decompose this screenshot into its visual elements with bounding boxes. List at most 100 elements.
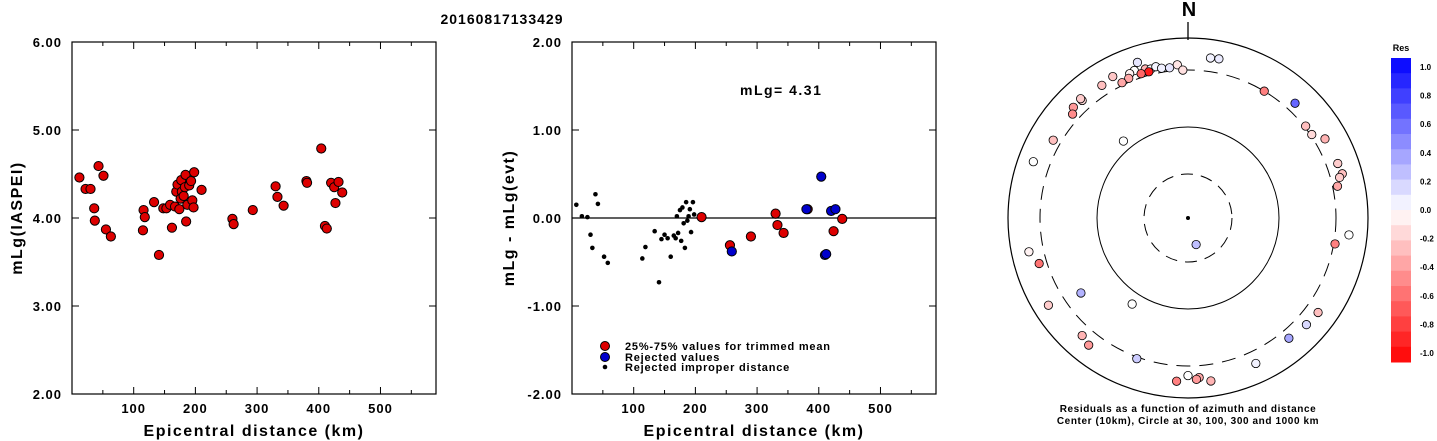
colorbar-cell — [1391, 88, 1411, 105]
plot2-y-tick-label: 1.00 — [533, 123, 562, 138]
plot2-rejected-point — [726, 246, 737, 257]
plot1-point — [100, 224, 112, 235]
plot1-y-ticks: 2.00 3.00 4.00 5.00 6.00 — [33, 35, 436, 402]
legend-marker-improper — [602, 364, 608, 370]
polar-station-point — [1344, 230, 1354, 240]
polar-station-point — [1333, 158, 1343, 169]
polar-station-point — [1144, 67, 1154, 77]
colorbar-cell — [1391, 270, 1411, 287]
plot1-x-tick-label: 500 — [368, 401, 393, 416]
plot2-y-axis-title: mLg - mLg(evt) — [501, 150, 518, 287]
plot1-point — [105, 231, 116, 242]
plot1-point — [185, 175, 197, 187]
colorbar-cell — [1391, 331, 1411, 348]
plot2-improper-distance-point — [691, 212, 697, 217]
polar-station-point — [1108, 71, 1118, 82]
legend-label-rejected: Rejected values — [625, 352, 720, 364]
plot2-improper-distance-point — [688, 229, 694, 235]
plot1-x-tick-label: 400 — [306, 401, 331, 416]
polar-station-point — [1028, 157, 1038, 167]
colorbar-cell — [1391, 346, 1411, 363]
plot1-y-tick-label: 2.00 — [33, 387, 62, 402]
colorbar-tick-label: -1.0 — [1420, 349, 1434, 358]
plot1-point — [321, 223, 332, 234]
plot1-x-tick-label: 300 — [245, 401, 270, 416]
plot1-point — [174, 204, 185, 215]
polar-center-dot — [1186, 216, 1190, 220]
polar-station-point — [1214, 54, 1224, 64]
plot1-point — [189, 167, 200, 178]
legend-label-trimmed: 25%-75% values for trimmed mean — [625, 341, 831, 353]
plot2-improper-distance-point — [574, 202, 579, 208]
plot2-trimmed-point — [828, 226, 839, 237]
plot2-points — [574, 171, 848, 285]
polar-station-point — [1183, 370, 1193, 381]
polar-station-point — [1172, 60, 1182, 70]
colorbar-tick-label: 0.0 — [1420, 206, 1432, 215]
plot1-point — [166, 222, 178, 233]
plot2-trimmed-point — [837, 213, 848, 224]
colorbar-tick-label: -0.4 — [1420, 263, 1434, 272]
polar-station-point — [1171, 376, 1182, 386]
plot1-point — [228, 219, 239, 230]
plot2-x-axis-title: Epicentral distance (km) — [644, 423, 865, 440]
ring-1000km — [1007, 37, 1369, 399]
polar-station-point — [1076, 94, 1086, 104]
colorbar-title: Res — [1393, 43, 1410, 53]
plot2-x-tick-label: 200 — [683, 401, 708, 416]
colorbar-tick-label: -0.2 — [1420, 235, 1434, 244]
plot1-point — [153, 249, 165, 261]
colorbar-tick-label: 1.0 — [1420, 63, 1432, 72]
plot2-improper-distance-point — [659, 236, 664, 242]
plot1-point — [74, 172, 85, 183]
polar-station-point — [1330, 239, 1340, 249]
plot1-points — [74, 143, 348, 261]
colorbar-cell — [1391, 210, 1411, 226]
legend-marker-rejected — [600, 352, 610, 362]
plot2-y-tick-label: 2.00 — [533, 35, 562, 50]
residual-colorbar: Res 1.0 0.8 0.6 0.4 0.2 0.0 -0.2 -0.4 -0.6 -0.8 -1… — [1391, 43, 1434, 363]
plot1-point — [270, 181, 281, 192]
plot2-improper-distance-point — [643, 244, 648, 250]
plot2-rejected-point — [801, 204, 812, 215]
colorbar-cell — [1391, 286, 1411, 302]
plot1-point — [301, 177, 313, 188]
polar-station-point — [1084, 340, 1094, 350]
polar-station-point — [1076, 288, 1086, 298]
polar-station-point — [1136, 69, 1146, 79]
plot1-point — [196, 184, 207, 195]
polar-station-point — [1301, 121, 1311, 131]
plot1-point — [178, 190, 189, 202]
plot2-improper-distance-point — [690, 199, 696, 205]
polar-station-point — [1334, 172, 1345, 182]
colorbar-cell — [1391, 225, 1411, 241]
polar-station-point — [1178, 65, 1188, 75]
plot2-improper-distance-point — [595, 201, 601, 207]
polar-station-point — [1127, 299, 1137, 309]
colorbar-cell — [1391, 134, 1411, 150]
plot2-improper-distance-point — [687, 206, 693, 212]
plot1-point — [316, 143, 327, 154]
plot1-point — [98, 170, 109, 181]
polar-station-point — [1118, 136, 1129, 146]
colorbar-cell — [1391, 301, 1411, 317]
plot2-improper-distance-point — [678, 238, 684, 244]
plot1-point — [89, 215, 100, 226]
plot2-trimmed-point — [770, 208, 781, 219]
plot1-y-tick-label: 6.00 — [33, 35, 62, 50]
plot2-x-tick-label: 300 — [745, 401, 770, 416]
plot2-improper-distance-point — [668, 254, 674, 260]
plot2-x-ticks: 100 200 300 400 500 — [602, 42, 912, 416]
plot2-y-tick-label: -2.00 — [527, 387, 562, 402]
polar-station-point — [1332, 181, 1343, 191]
plot2-improper-distance-point — [579, 213, 585, 219]
polar-station-point — [1077, 330, 1087, 341]
figure-title: 20160817133429 — [440, 11, 563, 27]
plot1-point — [89, 203, 100, 214]
plot-mlg-iaspei: 2.00 3.00 4.00 5.00 6.00 100 200 300 400 500 mLg… — [9, 35, 437, 440]
plot2-y-tick-label: -1.00 — [527, 299, 562, 314]
plot2-improper-distance-point — [605, 260, 611, 266]
colorbar-cell — [1391, 149, 1411, 165]
polar-station-point — [1024, 247, 1034, 257]
